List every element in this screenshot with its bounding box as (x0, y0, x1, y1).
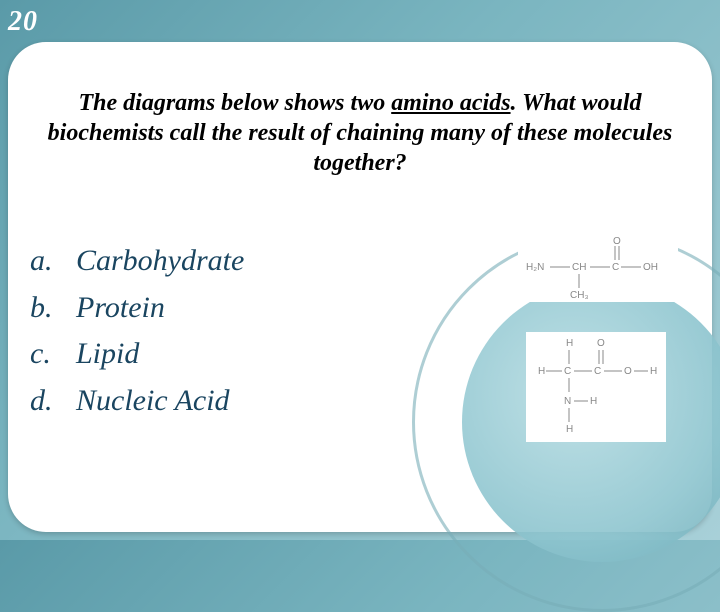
option-text: Carbohydrate (76, 238, 244, 285)
question-underlined: amino acids (391, 90, 510, 116)
svg-text:N: N (564, 396, 571, 407)
svg-text:C: C (564, 366, 571, 377)
svg-text:O: O (613, 236, 621, 247)
svg-text:O: O (597, 338, 605, 349)
svg-text:H₂N: H₂N (526, 262, 544, 273)
option-text: Lipid (76, 331, 139, 378)
svg-text:C: C (612, 262, 619, 273)
option-letter: b. (30, 285, 76, 332)
option-b: b. Protein (30, 285, 244, 332)
option-letter: d. (30, 378, 76, 425)
svg-text:H: H (538, 366, 545, 377)
option-c: c. Lipid (30, 331, 244, 378)
svg-text:H: H (566, 424, 573, 435)
molecule-icon: H₂N CH C OH CH₃ O (518, 232, 678, 302)
svg-text:H: H (650, 366, 657, 377)
question-part1: The diagrams below shows two (78, 90, 391, 116)
svg-text:CH₃: CH₃ (570, 290, 589, 301)
option-letter: c. (30, 331, 76, 378)
option-text: Protein (76, 285, 165, 332)
option-text: Nucleic Acid (76, 378, 230, 425)
option-d: d. Nucleic Acid (30, 378, 244, 425)
amino-acid-diagram-2: H H C C O O H N H H (526, 332, 666, 442)
amino-acid-diagram-1: H₂N CH C OH CH₃ O (518, 232, 678, 302)
content-panel: The diagrams below shows two amino acids… (8, 42, 712, 532)
svg-text:H: H (590, 396, 597, 407)
option-a: a. Carbohydrate (30, 238, 244, 285)
svg-text:O: O (624, 366, 632, 377)
options-list: a. Carbohydrate b. Protein c. Lipid d. N… (30, 238, 244, 424)
svg-text:C: C (594, 366, 601, 377)
svg-text:CH: CH (572, 262, 586, 273)
question-text: The diagrams below shows two amino acids… (30, 88, 690, 178)
svg-text:OH: OH (643, 262, 658, 273)
slide-number: 20 (8, 6, 38, 38)
svg-text:H: H (566, 338, 573, 349)
molecule-icon: H H C C O O H N H H (526, 332, 666, 442)
option-letter: a. (30, 238, 76, 285)
